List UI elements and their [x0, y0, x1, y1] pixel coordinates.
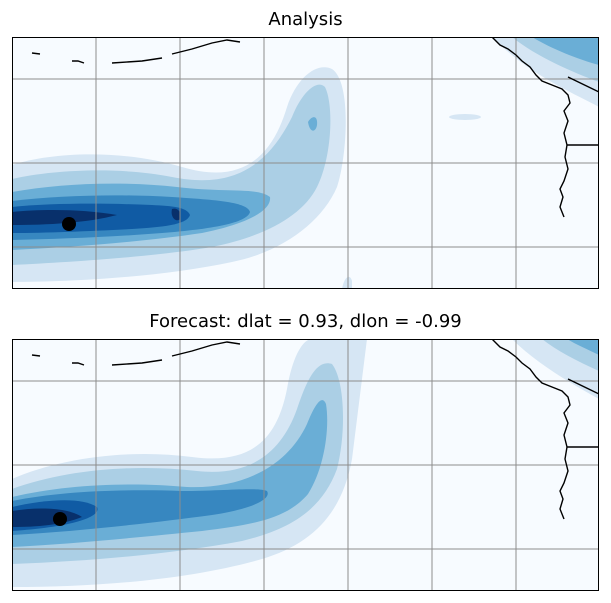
contour-coast-3 — [567, 339, 599, 355]
contour-level-6b — [171, 208, 181, 221]
contour-level-3b — [308, 117, 318, 131]
analysis-map-svg — [12, 37, 599, 289]
contour-eddy — [449, 114, 481, 120]
forecast-map — [12, 339, 599, 591]
contour-spur — [342, 276, 352, 289]
contour-level-6 — [12, 210, 117, 225]
graticule — [12, 37, 599, 289]
coastline — [31, 339, 599, 520]
contour-coast-3 — [532, 37, 599, 65]
map-frame — [12, 339, 599, 591]
forecast-title: Forecast: dlat = 0.93, dlon = -0.99 — [149, 311, 462, 332]
storm-center-marker — [53, 512, 67, 526]
storm-center-marker — [62, 217, 76, 231]
forecast-map-svg — [12, 339, 599, 591]
coastline — [31, 37, 599, 218]
map-frame — [12, 37, 599, 289]
contour-level-6 — [12, 508, 82, 527]
contour-level-4 — [12, 489, 268, 535]
analysis-title: Analysis — [268, 9, 343, 30]
analysis-map — [12, 37, 599, 289]
graticule — [12, 339, 599, 591]
